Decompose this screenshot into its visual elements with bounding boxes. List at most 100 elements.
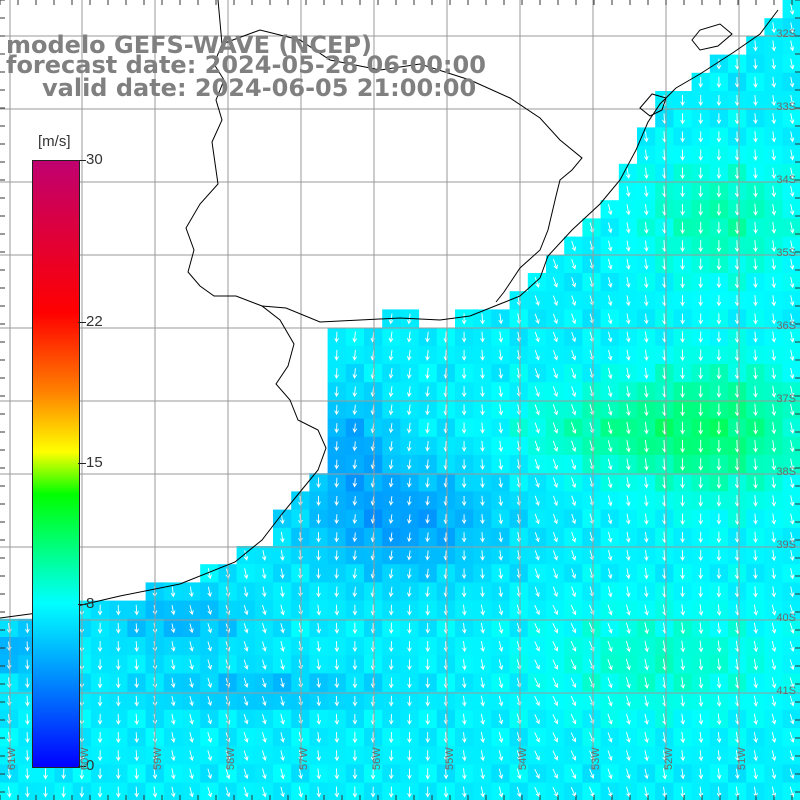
wind-arrow — [462, 768, 467, 780]
wind-arrow — [789, 531, 795, 543]
wind-arrow — [480, 532, 485, 543]
wind-arrow — [771, 659, 777, 671]
wind-arrow — [134, 713, 139, 725]
wind-arrow — [771, 95, 777, 107]
wind-arrow — [753, 403, 758, 417]
wind-arrow — [589, 786, 595, 798]
wind-arrow — [462, 713, 467, 725]
wind-arrow — [571, 331, 577, 343]
wind-arrow — [698, 295, 704, 307]
wind-arrow — [570, 623, 577, 634]
wind-arrow — [334, 586, 339, 598]
wind-arrow — [644, 495, 649, 507]
wind-arrow — [680, 713, 686, 725]
wind-arrow — [243, 568, 249, 580]
wind-arrow — [607, 421, 613, 435]
wind-arrow — [243, 714, 249, 725]
wind-arrow — [771, 131, 777, 143]
wind-arrow — [734, 531, 740, 543]
wind-arrow — [498, 713, 504, 725]
wind-arrow — [771, 622, 777, 634]
wind-arrow — [425, 514, 430, 524]
wind-arrow — [207, 750, 213, 762]
colorbar-tick-label: 0 — [86, 757, 95, 774]
wind-arrow — [425, 459, 430, 470]
wind-arrow — [170, 750, 176, 762]
wind-arrow — [498, 695, 504, 707]
longitude-label: 55W — [444, 747, 456, 770]
wind-arrow — [607, 313, 613, 325]
wind-arrow — [771, 440, 777, 453]
wind-arrow — [789, 440, 795, 453]
wind-arrow — [352, 478, 358, 488]
wind-arrow — [461, 422, 467, 434]
wind-arrow — [334, 677, 340, 689]
wind-arrow — [771, 149, 777, 161]
wind-arrow — [407, 514, 412, 524]
wind-arrow — [407, 496, 412, 506]
wind-arrow — [680, 258, 685, 271]
wind-arrow — [280, 531, 285, 543]
wind-arrow — [97, 768, 103, 780]
wind-arrow — [170, 786, 176, 798]
wind-arrow — [698, 421, 704, 435]
wind-arrow — [716, 586, 722, 598]
wind-arrow — [698, 221, 704, 235]
wind-arrow — [789, 732, 795, 743]
wind-arrow — [461, 459, 467, 470]
wind-arrow — [352, 459, 358, 470]
wind-arrow — [753, 167, 758, 180]
wind-arrow — [352, 550, 358, 561]
wind-arrow — [334, 404, 339, 416]
wind-arrow — [461, 532, 467, 543]
wind-arrow — [407, 622, 412, 634]
wind-arrow — [134, 786, 139, 798]
wind-arrow — [570, 732, 577, 743]
wind-arrow — [280, 568, 285, 580]
wind-arrow — [516, 768, 522, 780]
wind-arrow — [570, 768, 577, 780]
wind-arrow — [698, 513, 704, 525]
lagoon-outline — [639, 23, 733, 117]
wind-arrow — [170, 695, 176, 707]
wind-arrow — [644, 331, 649, 343]
forecast-date: forecast date: 2024-05-28 06:00:00 — [6, 51, 486, 79]
wind-arrow — [316, 550, 321, 561]
wind-arrow — [461, 440, 467, 452]
wind-arrow — [625, 495, 631, 507]
wind-arrow — [280, 604, 285, 616]
wind-arrow — [789, 95, 795, 106]
wind-arrow — [407, 732, 412, 744]
wind-arrow — [207, 732, 213, 743]
wind-arrow — [771, 385, 777, 398]
wind-arrow — [644, 458, 649, 471]
wind-arrow — [789, 713, 795, 725]
wind-arrow — [552, 677, 559, 689]
wind-arrow — [97, 713, 103, 725]
wind-arrow — [607, 440, 613, 453]
wind-arrow — [388, 641, 394, 653]
wind-arrow — [698, 476, 704, 489]
wind-arrow — [698, 367, 704, 380]
wind-arrow — [552, 786, 558, 798]
wind-arrow — [680, 113, 685, 125]
wind-arrow — [425, 367, 430, 380]
wind-arrow — [789, 622, 795, 634]
wind-arrow — [716, 604, 722, 616]
wind-arrow — [498, 513, 504, 525]
wind-arrow — [644, 258, 649, 270]
wind-arrow — [716, 367, 722, 380]
wind-arrow — [680, 568, 685, 580]
wind-arrow — [407, 586, 412, 598]
wind-arrow — [388, 568, 394, 580]
wind-arrow — [753, 750, 758, 762]
wind-arrow — [698, 495, 704, 507]
wind-arrow — [789, 276, 795, 289]
wind-arrow — [789, 695, 795, 707]
wind-arrow — [716, 95, 722, 107]
wind-arrow — [716, 476, 722, 489]
wind-arrow — [243, 750, 249, 762]
wind-arrow — [425, 550, 430, 561]
wind-arrow — [771, 367, 777, 380]
